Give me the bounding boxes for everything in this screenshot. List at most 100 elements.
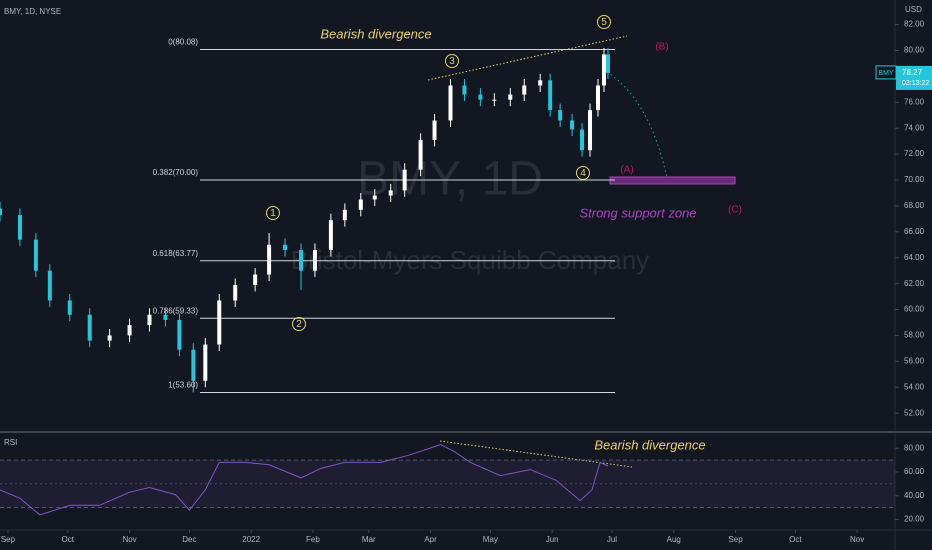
x-tick-label: Jul	[607, 535, 617, 544]
rsi-y-tick-label: 40.00	[904, 491, 925, 500]
y-tick-label: 60.00	[904, 305, 925, 314]
candle-body	[328, 220, 333, 250]
candle-body	[191, 349, 196, 381]
rsi-title: RSI	[4, 438, 17, 447]
countdown-label: 03:13:22	[902, 80, 929, 87]
y-tick-label: 82.00	[904, 20, 925, 29]
candle-body	[448, 85, 453, 121]
candle-body	[0, 208, 2, 215]
corrective-label: (C)	[728, 205, 742, 216]
candle-body	[595, 85, 600, 111]
currency: USD	[905, 5, 922, 14]
candle-body	[233, 284, 238, 301]
candle-body	[147, 314, 152, 326]
candle-body	[605, 54, 610, 73]
rsi-y-tick-label: 80.00	[904, 443, 925, 452]
y-tick-label: 64.00	[904, 253, 925, 262]
fib-label: 1(53.60)	[168, 381, 198, 390]
candle-body	[217, 300, 222, 345]
candle-body	[358, 199, 363, 210]
rsi-divergence-label: Bearish divergence	[594, 437, 705, 452]
ticker-label: BMY	[878, 70, 894, 77]
y-tick-label: 58.00	[904, 331, 925, 340]
candle-body	[267, 244, 272, 275]
y-tick-label: 76.00	[904, 97, 925, 106]
candle-body	[432, 120, 437, 140]
rsi-y-tick-label: 20.00	[904, 515, 925, 524]
candle-body	[298, 249, 303, 271]
candle-body	[558, 110, 563, 121]
candle-body	[372, 195, 377, 200]
x-tick-label: Aug	[667, 535, 681, 544]
x-tick-label: Nov	[850, 535, 864, 544]
candle-body	[177, 319, 182, 350]
fib-label: 0.618(63.77)	[153, 249, 199, 258]
rsi-line	[0, 444, 609, 516]
candle-body	[580, 129, 585, 151]
candle-body	[203, 344, 208, 381]
corrective-label: (A)	[620, 165, 633, 176]
y-tick-label: 68.00	[904, 201, 925, 210]
support-label: Strong support zone	[579, 205, 696, 220]
x-tick-label: Oct	[789, 535, 802, 544]
x-tick-label: Sep	[728, 535, 743, 544]
candle-body	[601, 54, 606, 86]
y-tick-label: 62.00	[904, 279, 925, 288]
wave-label: 2	[296, 319, 302, 330]
candle-body	[17, 215, 22, 240]
fib-label: 0.786(59.33)	[153, 306, 199, 315]
wave-label: 3	[449, 56, 455, 67]
y-tick-label: 56.00	[904, 356, 925, 365]
candle-body	[462, 85, 467, 95]
candle-body	[127, 325, 132, 336]
candle-body	[522, 85, 527, 95]
y-tick-label: 80.00	[904, 46, 925, 55]
y-tick-label: 72.00	[904, 149, 925, 158]
price-tag-label: 78.27	[902, 68, 923, 77]
candle-body	[47, 270, 52, 301]
wave-circle	[292, 317, 306, 331]
support-zone	[609, 176, 736, 185]
chart-title: BMY, 1D, NYSE	[4, 7, 61, 16]
candle-body	[312, 249, 317, 271]
candle-body	[87, 314, 92, 341]
candle-body	[388, 190, 393, 196]
y-tick-label: 52.00	[904, 408, 925, 417]
corrective-label: (B)	[655, 42, 668, 53]
y-tick-label: 54.00	[904, 382, 925, 391]
price-tag	[896, 65, 932, 90]
fib-label: 0(80.08)	[168, 38, 198, 47]
candle-body	[418, 139, 423, 170]
candle-body	[570, 120, 575, 130]
wave-circle	[597, 15, 611, 29]
candle-body	[492, 99, 497, 101]
x-tick-label: Sep	[1, 535, 16, 544]
x-tick-label: Apr	[424, 535, 437, 544]
x-tick-label: Dec	[182, 535, 196, 544]
price-trendline	[427, 35, 628, 81]
fib-label: 0.382(70.00)	[153, 168, 199, 177]
candle-body	[253, 274, 258, 285]
y-tick-label: 74.00	[904, 123, 925, 132]
y-tick-label: 70.00	[904, 175, 925, 184]
y-tick-label: 66.00	[904, 227, 925, 236]
x-tick-label: 2022	[242, 535, 260, 544]
watermark-company: Bristol-Myers Squibb Company	[291, 245, 649, 275]
wave-label: 1	[270, 208, 276, 219]
candle-body	[402, 169, 407, 191]
x-tick-label: Mar	[362, 535, 376, 544]
candle-body	[107, 335, 112, 341]
rsi-y-tick-label: 60.00	[904, 467, 925, 476]
candle-body	[508, 94, 513, 100]
x-tick-label: May	[483, 535, 498, 544]
candle-body	[283, 244, 288, 250]
candle-body	[342, 209, 347, 221]
wave-circle	[576, 166, 590, 180]
wave-circle	[445, 54, 459, 68]
wave-label: 5	[601, 17, 607, 28]
candle-body	[588, 110, 593, 151]
watermark: BMY, 1D	[357, 153, 543, 206]
x-tick-label: Jun	[546, 535, 559, 544]
divergence-label: Bearish divergence	[320, 26, 431, 41]
